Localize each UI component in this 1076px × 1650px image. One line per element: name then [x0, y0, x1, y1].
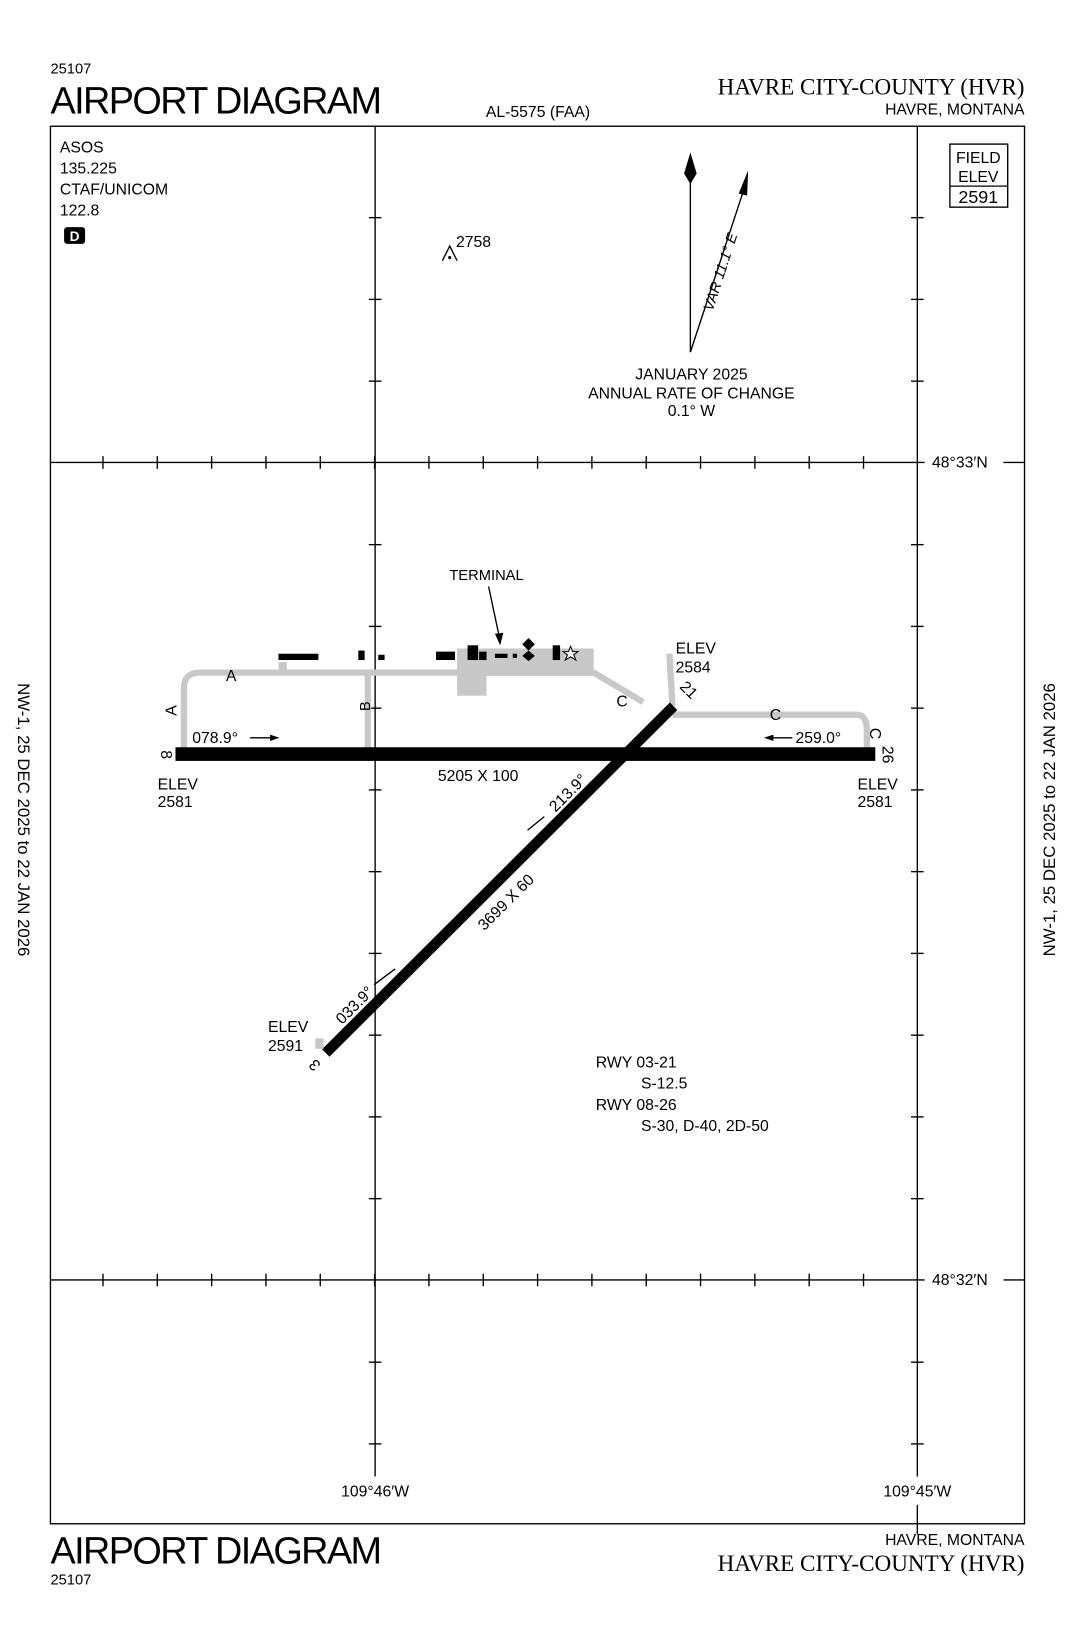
building — [552, 645, 561, 661]
elev-label: ELEV — [676, 641, 717, 658]
terminal-label: TERMINAL — [449, 568, 523, 584]
effective-dates: NW-1, 25 DEC 2025 to 22 JAN 2026 — [1040, 683, 1059, 956]
ticks — [102, 216, 924, 1445]
title: AIRPORT DIAGRAM — [50, 81, 380, 123]
city: HAVRE, MONTANA — [885, 102, 1025, 119]
field-elev-label: ELEV — [958, 169, 999, 186]
building — [436, 651, 455, 661]
field-elev-label: FIELD — [956, 150, 1001, 167]
runway-dimensions: 5205 X 100 — [438, 768, 519, 785]
variation-label: VAR 11.1° E — [701, 231, 741, 313]
frame — [49, 125, 1026, 1525]
chart-number: 25107 — [50, 62, 91, 78]
runway-designator: 3 — [306, 1055, 324, 1073]
elev-value: 2581 — [857, 794, 892, 811]
arrowhead — [270, 734, 280, 741]
building — [522, 637, 535, 662]
apron — [457, 672, 487, 696]
elev-value: 2591 — [268, 1038, 303, 1055]
field-elev-value: 2591 — [958, 187, 998, 207]
taxiway-label: B — [358, 701, 374, 711]
comm: CTAF/UNICOM — [60, 182, 168, 199]
airport-name: HAVRE CITY-COUNTY (HVR) — [718, 74, 1025, 100]
longitude: 109°45′W — [883, 1483, 951, 1500]
variation-text: JANUARY 2025 — [635, 366, 748, 383]
d-atis-icon — [64, 227, 86, 244]
variation-text: ANNUAL RATE OF CHANGE — [588, 385, 795, 402]
obstacle-dot — [448, 256, 452, 260]
elev-value: 2584 — [676, 660, 711, 677]
field-elev-box — [949, 143, 1009, 208]
heading-arrow — [527, 816, 545, 831]
building — [479, 651, 487, 661]
taxiway-label: A — [164, 705, 181, 716]
longitude: 109°46′W — [341, 1483, 409, 1500]
leader-arrow — [494, 632, 504, 646]
mag-arrow — [738, 170, 749, 196]
taxiway-label: C — [866, 728, 883, 739]
magnetic-north — [689, 189, 745, 353]
building — [512, 653, 517, 658]
runway-heading: 078.9° — [192, 730, 238, 747]
buildings — [278, 637, 561, 662]
city: HAVRE, MONTANA — [885, 1532, 1025, 1549]
strength-values: S-12.5 — [641, 1076, 688, 1093]
taxiway — [180, 653, 871, 754]
taxiway-label: C — [770, 707, 781, 724]
obstacle-symbol — [441, 244, 458, 262]
airport-name: HAVRE CITY-COUNTY (HVR) — [718, 1550, 1025, 1576]
heading-arrow — [373, 968, 396, 986]
variation-text: 0.1° W — [668, 403, 716, 420]
runway-designator: 8 — [157, 750, 174, 759]
comm: 122.8 — [60, 203, 100, 220]
chart-number: 25107 — [50, 1573, 91, 1589]
leader — [487, 586, 501, 642]
building — [494, 653, 508, 658]
comm: ASOS — [60, 140, 104, 157]
procedure-id: AL-5575 (FAA) — [486, 104, 590, 121]
runway-heading: 259.0° — [795, 730, 841, 747]
building — [378, 654, 385, 661]
elev-label: ELEV — [158, 776, 199, 793]
strength-runway: RWY 08-26 — [596, 1097, 677, 1114]
latitude: 48°33′N — [932, 455, 988, 472]
elev-label: ELEV — [268, 1019, 309, 1036]
comm: 135.225 — [60, 161, 117, 178]
d-icon-text: D — [70, 229, 80, 244]
title: AIRPORT DIAGRAM — [50, 1531, 380, 1573]
beacon — [561, 644, 580, 662]
taxiway-label: A — [226, 668, 237, 685]
obstacle-elev: 2758 — [456, 234, 491, 251]
building — [467, 645, 479, 661]
runway-08-26 — [175, 747, 876, 761]
runway-dimensions: 3699 X 60 — [475, 871, 538, 934]
blast-pad — [315, 1038, 324, 1049]
taxiway-label: C — [616, 693, 627, 710]
building — [278, 653, 319, 661]
elev-value: 2581 — [158, 794, 193, 811]
arrowhead — [763, 734, 774, 741]
runway-designator: 26 — [879, 746, 896, 764]
effective-dates: NW-1, 25 DEC 2025 to 22 JAN 2026 — [14, 683, 33, 956]
strength-runway: RWY 03-21 — [596, 1055, 677, 1072]
apron — [278, 662, 287, 675]
runway-03-21 — [322, 702, 678, 1057]
building — [358, 650, 365, 661]
strength-values: S-30, D-40, 2D-50 — [641, 1118, 769, 1135]
runway-designator: 21 — [676, 678, 700, 702]
north-arrow — [684, 152, 697, 185]
elev-label: ELEV — [857, 776, 898, 793]
latitude: 48°32′N — [932, 1272, 988, 1289]
